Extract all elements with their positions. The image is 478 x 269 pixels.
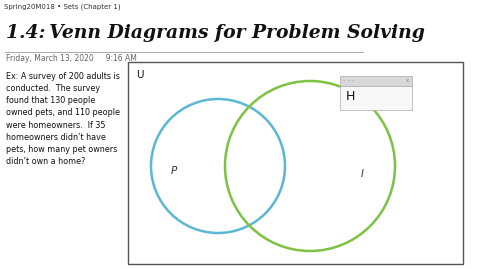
Text: Spring20M018 • Sets (Chapter 1): Spring20M018 • Sets (Chapter 1) [4, 4, 120, 10]
Text: 1.4: Venn Diagrams for Problem Solving: 1.4: Venn Diagrams for Problem Solving [6, 24, 425, 42]
Text: U: U [136, 70, 143, 80]
Text: Friday, March 13, 2020     9:16 AM: Friday, March 13, 2020 9:16 AM [6, 54, 137, 63]
Text: I: I [360, 169, 363, 179]
Bar [340, 76, 412, 86]
Bar [340, 86, 412, 110]
Text: x: x [405, 79, 409, 83]
Text: P: P [171, 166, 177, 176]
Text: · · ·: · · · [343, 78, 354, 84]
Text: Ex: A survey of 200 adults is
conducted.  The survey
found that 130 people
owned: Ex: A survey of 200 adults is conducted.… [6, 72, 120, 166]
Bar [128, 62, 463, 264]
Text: H: H [346, 90, 355, 103]
